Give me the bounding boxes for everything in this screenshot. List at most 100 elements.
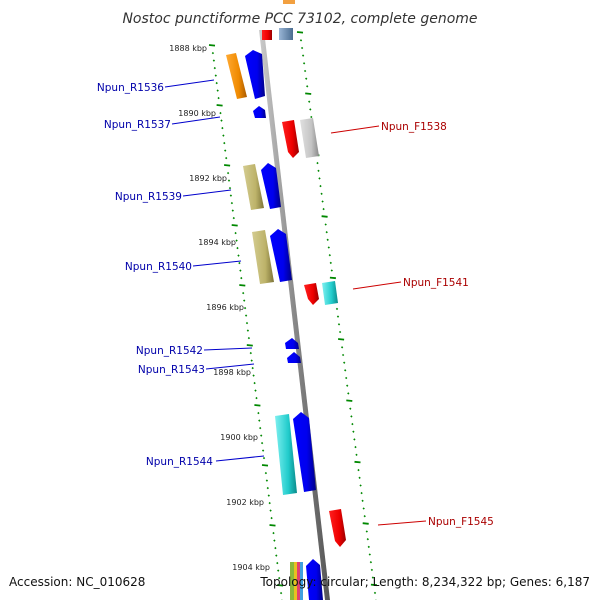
ruler-tick [254, 404, 261, 407]
ruler-tick [232, 216, 235, 220]
ruler-tick [302, 62, 306, 65]
ruler-tick [246, 329, 250, 332]
inner-ruler [208, 44, 284, 600]
ruler-tick [254, 389, 257, 392]
ruler-tick [349, 407, 352, 410]
ruler-tick [317, 169, 320, 172]
gene-label-npun-f1538: Npun_F1538 [381, 121, 447, 133]
kbp-tick-label: 1888 kbp [169, 44, 207, 53]
ruler-tick [305, 92, 312, 95]
ruler-tick [277, 584, 284, 587]
gene-label-npun-r1544: Npun_R1544 [146, 456, 213, 468]
ruler-tick [255, 396, 258, 400]
gene-gray-1538 [300, 118, 319, 158]
ruler-tick [321, 200, 324, 203]
kbp-tick-label: 1904 kbp [232, 563, 270, 572]
ruler-tick [220, 119, 223, 122]
ruler-tick [351, 422, 354, 426]
ruler-tick [327, 246, 330, 249]
ruler-tick [268, 501, 271, 505]
ruler-tick [243, 306, 247, 310]
ruler-tick [259, 426, 262, 430]
ruler-tick [211, 51, 215, 55]
ruler-tick [221, 126, 224, 130]
ruler-tick [367, 545, 370, 549]
gene-label-npun-r1536: Npun_R1536 [97, 82, 164, 94]
ruler-tick [249, 351, 252, 355]
ruler-tick [361, 499, 364, 502]
gene-label-npun-r1540: Npun_R1540 [125, 261, 192, 273]
kbp-tick-label: 1900 kbp [220, 433, 258, 442]
ruler-tick [242, 291, 245, 295]
ruler-tick [270, 516, 273, 520]
ruler-tick [354, 460, 361, 464]
ruler-tick [362, 507, 365, 510]
ruler-tick [260, 434, 263, 437]
gene-blue-1539 [261, 163, 281, 209]
ruler-tick [346, 399, 353, 402]
ruler-tick [368, 553, 371, 556]
ruler-tick [336, 315, 340, 318]
gene-orange-1536 [226, 53, 247, 99]
gene-cyan-1541 [322, 281, 338, 305]
ruler-tick [236, 246, 239, 250]
ruler-tick [269, 524, 276, 527]
gene-blue-1543 [287, 352, 301, 363]
ruler-tick [279, 591, 283, 595]
ruler-tick [352, 430, 355, 433]
ruler-tick [239, 269, 242, 272]
ruler-tick [373, 591, 377, 595]
kbp-tick-label: 1898 kbp [213, 368, 251, 377]
topology-text: Topology: circular; Length: 8,234,322 bp… [259, 575, 590, 589]
ruler-tick [301, 54, 305, 57]
gene-khaki-1540 [252, 230, 274, 284]
ruler-tick [275, 554, 278, 557]
gene-label-npun-f1541: Npun_F1541 [403, 277, 469, 289]
ruler-tick [272, 531, 275, 535]
ruler-tick [340, 346, 344, 349]
ruler-tick [300, 46, 304, 50]
gene-bottom-cluster [290, 559, 323, 600]
kbp-tick-label: 1896 kbp [206, 303, 244, 312]
ruler-tick [343, 361, 346, 364]
ruler-tick [347, 392, 350, 395]
ruler-tick [365, 530, 368, 533]
ruler-tick [260, 441, 264, 445]
ruler-tick [217, 96, 220, 100]
ruler-tick [240, 276, 243, 280]
ruler-tick [222, 134, 225, 137]
ruler-tick [274, 546, 277, 550]
forward-gene-callouts [330, 125, 427, 526]
kbp-tick-labels: 1888 kbp 1890 kbp 1892 kbp 1894 kbp 1896… [169, 44, 270, 572]
ruler-tick [335, 307, 339, 311]
outer-ruler [296, 31, 377, 600]
kbp-tick-label: 1892 kbp [189, 174, 227, 183]
ruler-tick [358, 476, 361, 479]
genome-backbone [259, 30, 330, 600]
ruler-tick [369, 561, 373, 564]
ruler-tick [345, 376, 348, 380]
ruler-tick [229, 194, 233, 197]
ruler-tick [303, 69, 307, 73]
ruler-tick [308, 100, 311, 103]
gene-cyan-1544 [275, 414, 297, 495]
ruler-tick [309, 108, 312, 111]
ruler-tick [212, 59, 216, 62]
ruler-tick [258, 419, 261, 422]
ruler-tick [216, 104, 223, 107]
ruler-tick [252, 374, 255, 377]
ruler-tick [310, 115, 313, 119]
ruler-tick [245, 321, 249, 325]
ruler-tick [262, 456, 266, 460]
ruler-tick [235, 239, 238, 242]
ruler-tick [319, 184, 322, 188]
ruler-tick [322, 207, 325, 211]
ruler-tick [328, 254, 331, 257]
ruler-tick [223, 141, 226, 145]
ruler-tick [216, 89, 219, 92]
gene-red-1538 [282, 120, 299, 158]
reverse-gene-labels: Npun_R1536 Npun_R1537 Npun_R1539 Npun_R1… [97, 82, 213, 468]
ruler-tick [264, 471, 268, 475]
kbp-tick-label: 1902 kbp [226, 498, 264, 507]
